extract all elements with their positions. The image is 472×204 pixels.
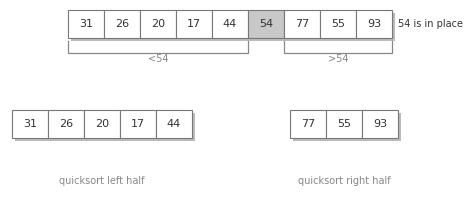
Text: 20: 20 [95,119,109,129]
Text: >54: >54 [328,54,348,64]
Text: 20: 20 [151,19,165,29]
Bar [176,10,212,38]
Text: quicksort right half: quicksort right half [298,176,390,186]
Bar [120,110,156,138]
Bar [356,10,392,38]
Text: 26: 26 [115,19,129,29]
Bar [284,10,320,38]
Bar [84,110,120,138]
Text: quicksort left half: quicksort left half [59,176,145,186]
Text: <54: <54 [148,54,168,64]
Bar [248,10,284,38]
Text: 77: 77 [301,119,315,129]
Text: 54 is in place: 54 is in place [398,19,463,29]
Bar [15,113,195,141]
Text: 31: 31 [23,119,37,129]
Bar [326,110,362,138]
Text: 54: 54 [259,19,273,29]
Bar [290,110,326,138]
Text: 17: 17 [187,19,201,29]
Bar [48,110,84,138]
Text: 44: 44 [167,119,181,129]
Bar [212,10,248,38]
Text: 93: 93 [373,119,387,129]
Bar [104,10,140,38]
Bar [68,10,104,38]
Text: 44: 44 [223,19,237,29]
Text: 93: 93 [367,19,381,29]
Text: 17: 17 [131,119,145,129]
Text: 77: 77 [295,19,309,29]
Text: 31: 31 [79,19,93,29]
Bar [293,113,401,141]
Bar [362,110,398,138]
Bar [156,110,192,138]
Text: 26: 26 [59,119,73,129]
Bar [71,13,395,41]
Bar [140,10,176,38]
Bar [12,110,48,138]
Text: 55: 55 [331,19,345,29]
Text: 55: 55 [337,119,351,129]
Bar [320,10,356,38]
